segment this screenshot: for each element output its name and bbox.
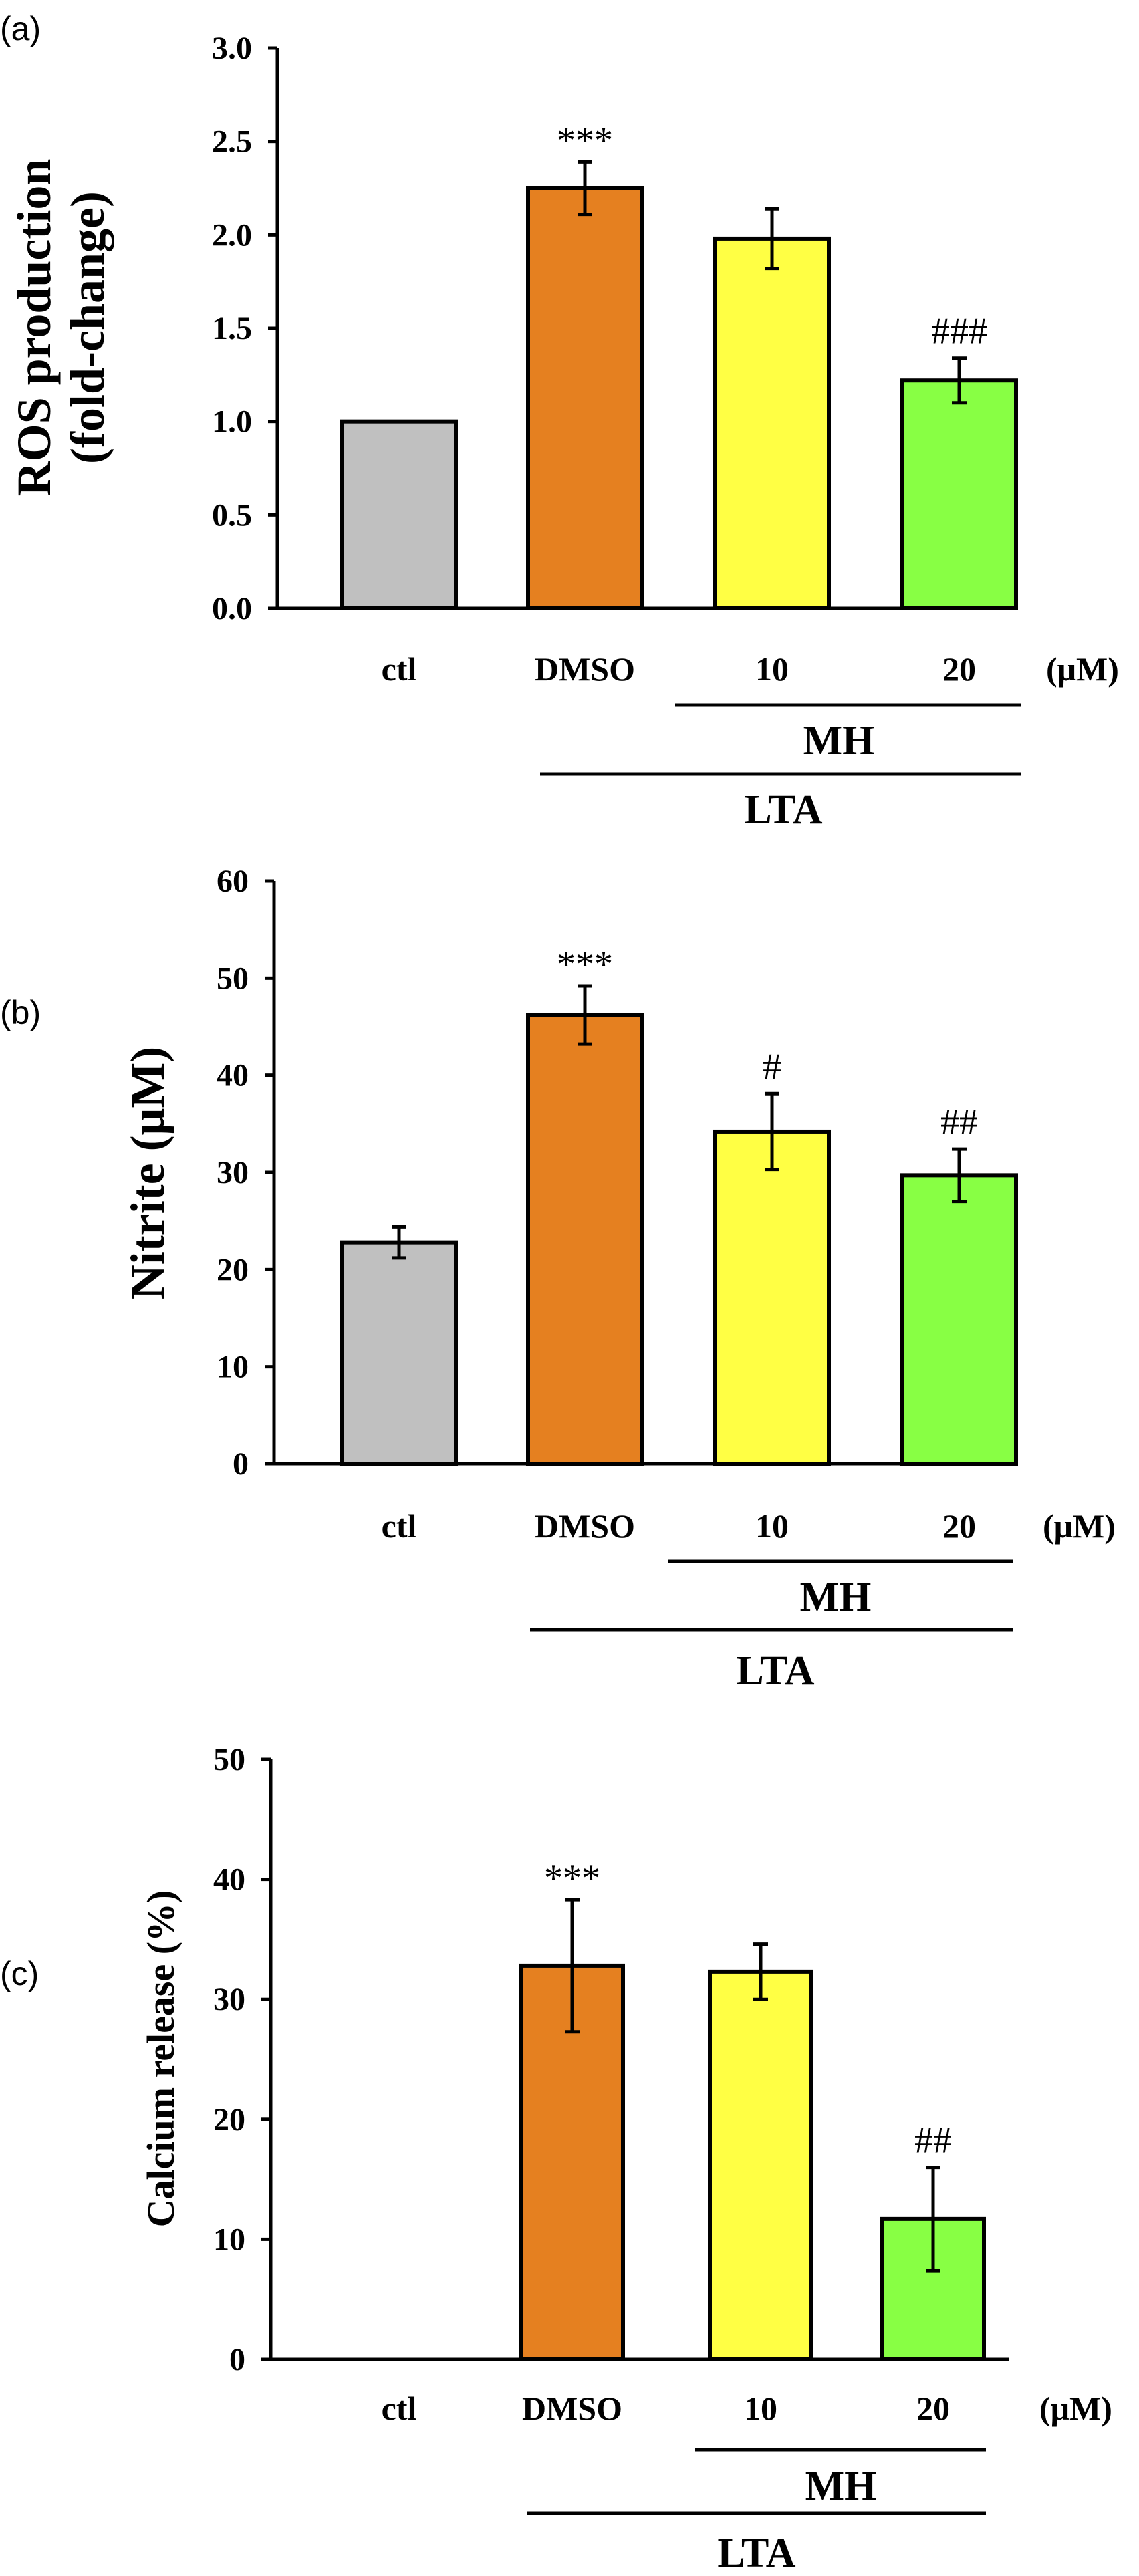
category-label: DMSO — [535, 650, 635, 688]
y-tick-label: 20 — [217, 1252, 249, 1287]
category-label: 10 — [755, 1507, 789, 1545]
panel-label: (a) — [0, 10, 41, 47]
chart-panel-0: (a) ROS production(fold-change) 0.0 0.5 1.0 1… — [0, 10, 1119, 833]
lta-group-label: LTA — [717, 2531, 795, 2576]
y-tick-label: 50 — [217, 960, 249, 996]
mh-group-label: MH — [800, 1575, 872, 1620]
bar-ctl — [340, 1240, 458, 1466]
category-label: ctl — [382, 2390, 417, 2427]
panel-label: (b) — [0, 994, 41, 1031]
mh-group-label: MH — [805, 2464, 877, 2509]
category-label: 10 — [744, 2390, 777, 2427]
significance-label: ### — [931, 311, 987, 352]
mh-group-label: MH — [803, 718, 875, 763]
chart-panel-1: (b) Nitrite (μM) 0 10 20 30 40 50 60 ctl *** DMSO #1… — [0, 864, 1116, 1694]
y-axis-label-line: Calcium release (%) — [139, 1890, 182, 2228]
y-tick-label: 50 — [213, 1742, 245, 1777]
y-tick-label: 40 — [213, 1862, 245, 1898]
y-axis-label: ROS production(fold-change) — [7, 159, 114, 497]
bar-DMSO — [526, 1013, 644, 1466]
y-tick-label: 0.5 — [212, 497, 252, 533]
significance-label: ## — [914, 2120, 952, 2162]
y-tick-label: 30 — [217, 1155, 249, 1190]
y-tick-label: 10 — [217, 1349, 249, 1385]
units-label: (μM) — [1043, 1507, 1116, 1545]
category-label: 20 — [942, 1507, 976, 1545]
category-label: ctl — [382, 1507, 417, 1545]
category-label: 10 — [755, 650, 789, 688]
lta-group-label: LTA — [744, 787, 822, 833]
y-tick-label: 40 — [217, 1058, 249, 1093]
bar-10 — [708, 1969, 813, 2362]
bar-20 — [900, 1173, 1018, 1466]
category-label: 20 — [916, 2390, 950, 2427]
y-axis-label-line: (fold-change) — [61, 191, 114, 464]
bar-20 — [900, 378, 1018, 610]
y-tick-label: 1.0 — [212, 404, 252, 440]
bar-DMSO — [526, 186, 644, 610]
y-tick-label: 3.0 — [212, 31, 252, 66]
units-label: (μM) — [1046, 650, 1119, 688]
category-label: DMSO — [522, 2390, 622, 2427]
y-tick-label: 60 — [217, 864, 249, 899]
significance-label: *** — [544, 1857, 600, 1899]
category-label: ctl — [382, 650, 417, 688]
significance-label: # — [763, 1046, 781, 1087]
y-tick-label: 0 — [233, 1446, 249, 1482]
y-tick-label: 0.0 — [212, 591, 252, 626]
y-tick-label: 10 — [213, 2222, 245, 2257]
y-tick-label: 2.0 — [212, 217, 252, 253]
significance-label: ## — [940, 1102, 978, 1143]
lta-group-label: LTA — [736, 1648, 814, 1694]
chart-panel-2: (c) Calcium release (%) 0 10 20 30 40 50 ctl *** D… — [0, 1742, 1112, 2576]
y-tick-label: 30 — [213, 1982, 245, 2017]
y-tick-label: 2.5 — [212, 124, 252, 160]
y-axis-label: Calcium release (%) — [139, 1890, 182, 2228]
significance-label: *** — [557, 120, 613, 161]
units-label: (μM) — [1039, 2390, 1112, 2427]
y-tick-label: 20 — [213, 2102, 245, 2138]
bar-10 — [713, 236, 831, 611]
category-label: 20 — [942, 650, 976, 688]
significance-label: *** — [557, 944, 613, 985]
bar-10 — [713, 1129, 831, 1466]
y-axis-label-line: ROS production — [7, 159, 61, 497]
y-axis-label: Nitrite (μM) — [121, 1047, 174, 1300]
bar-ctl — [340, 419, 458, 611]
y-tick-label: 1.5 — [212, 311, 252, 346]
category-label: DMSO — [535, 1507, 635, 1545]
y-tick-label: 0 — [229, 2342, 245, 2377]
y-axis-label-line: Nitrite (μM) — [121, 1047, 174, 1300]
panel-label: (c) — [0, 1955, 39, 1992]
